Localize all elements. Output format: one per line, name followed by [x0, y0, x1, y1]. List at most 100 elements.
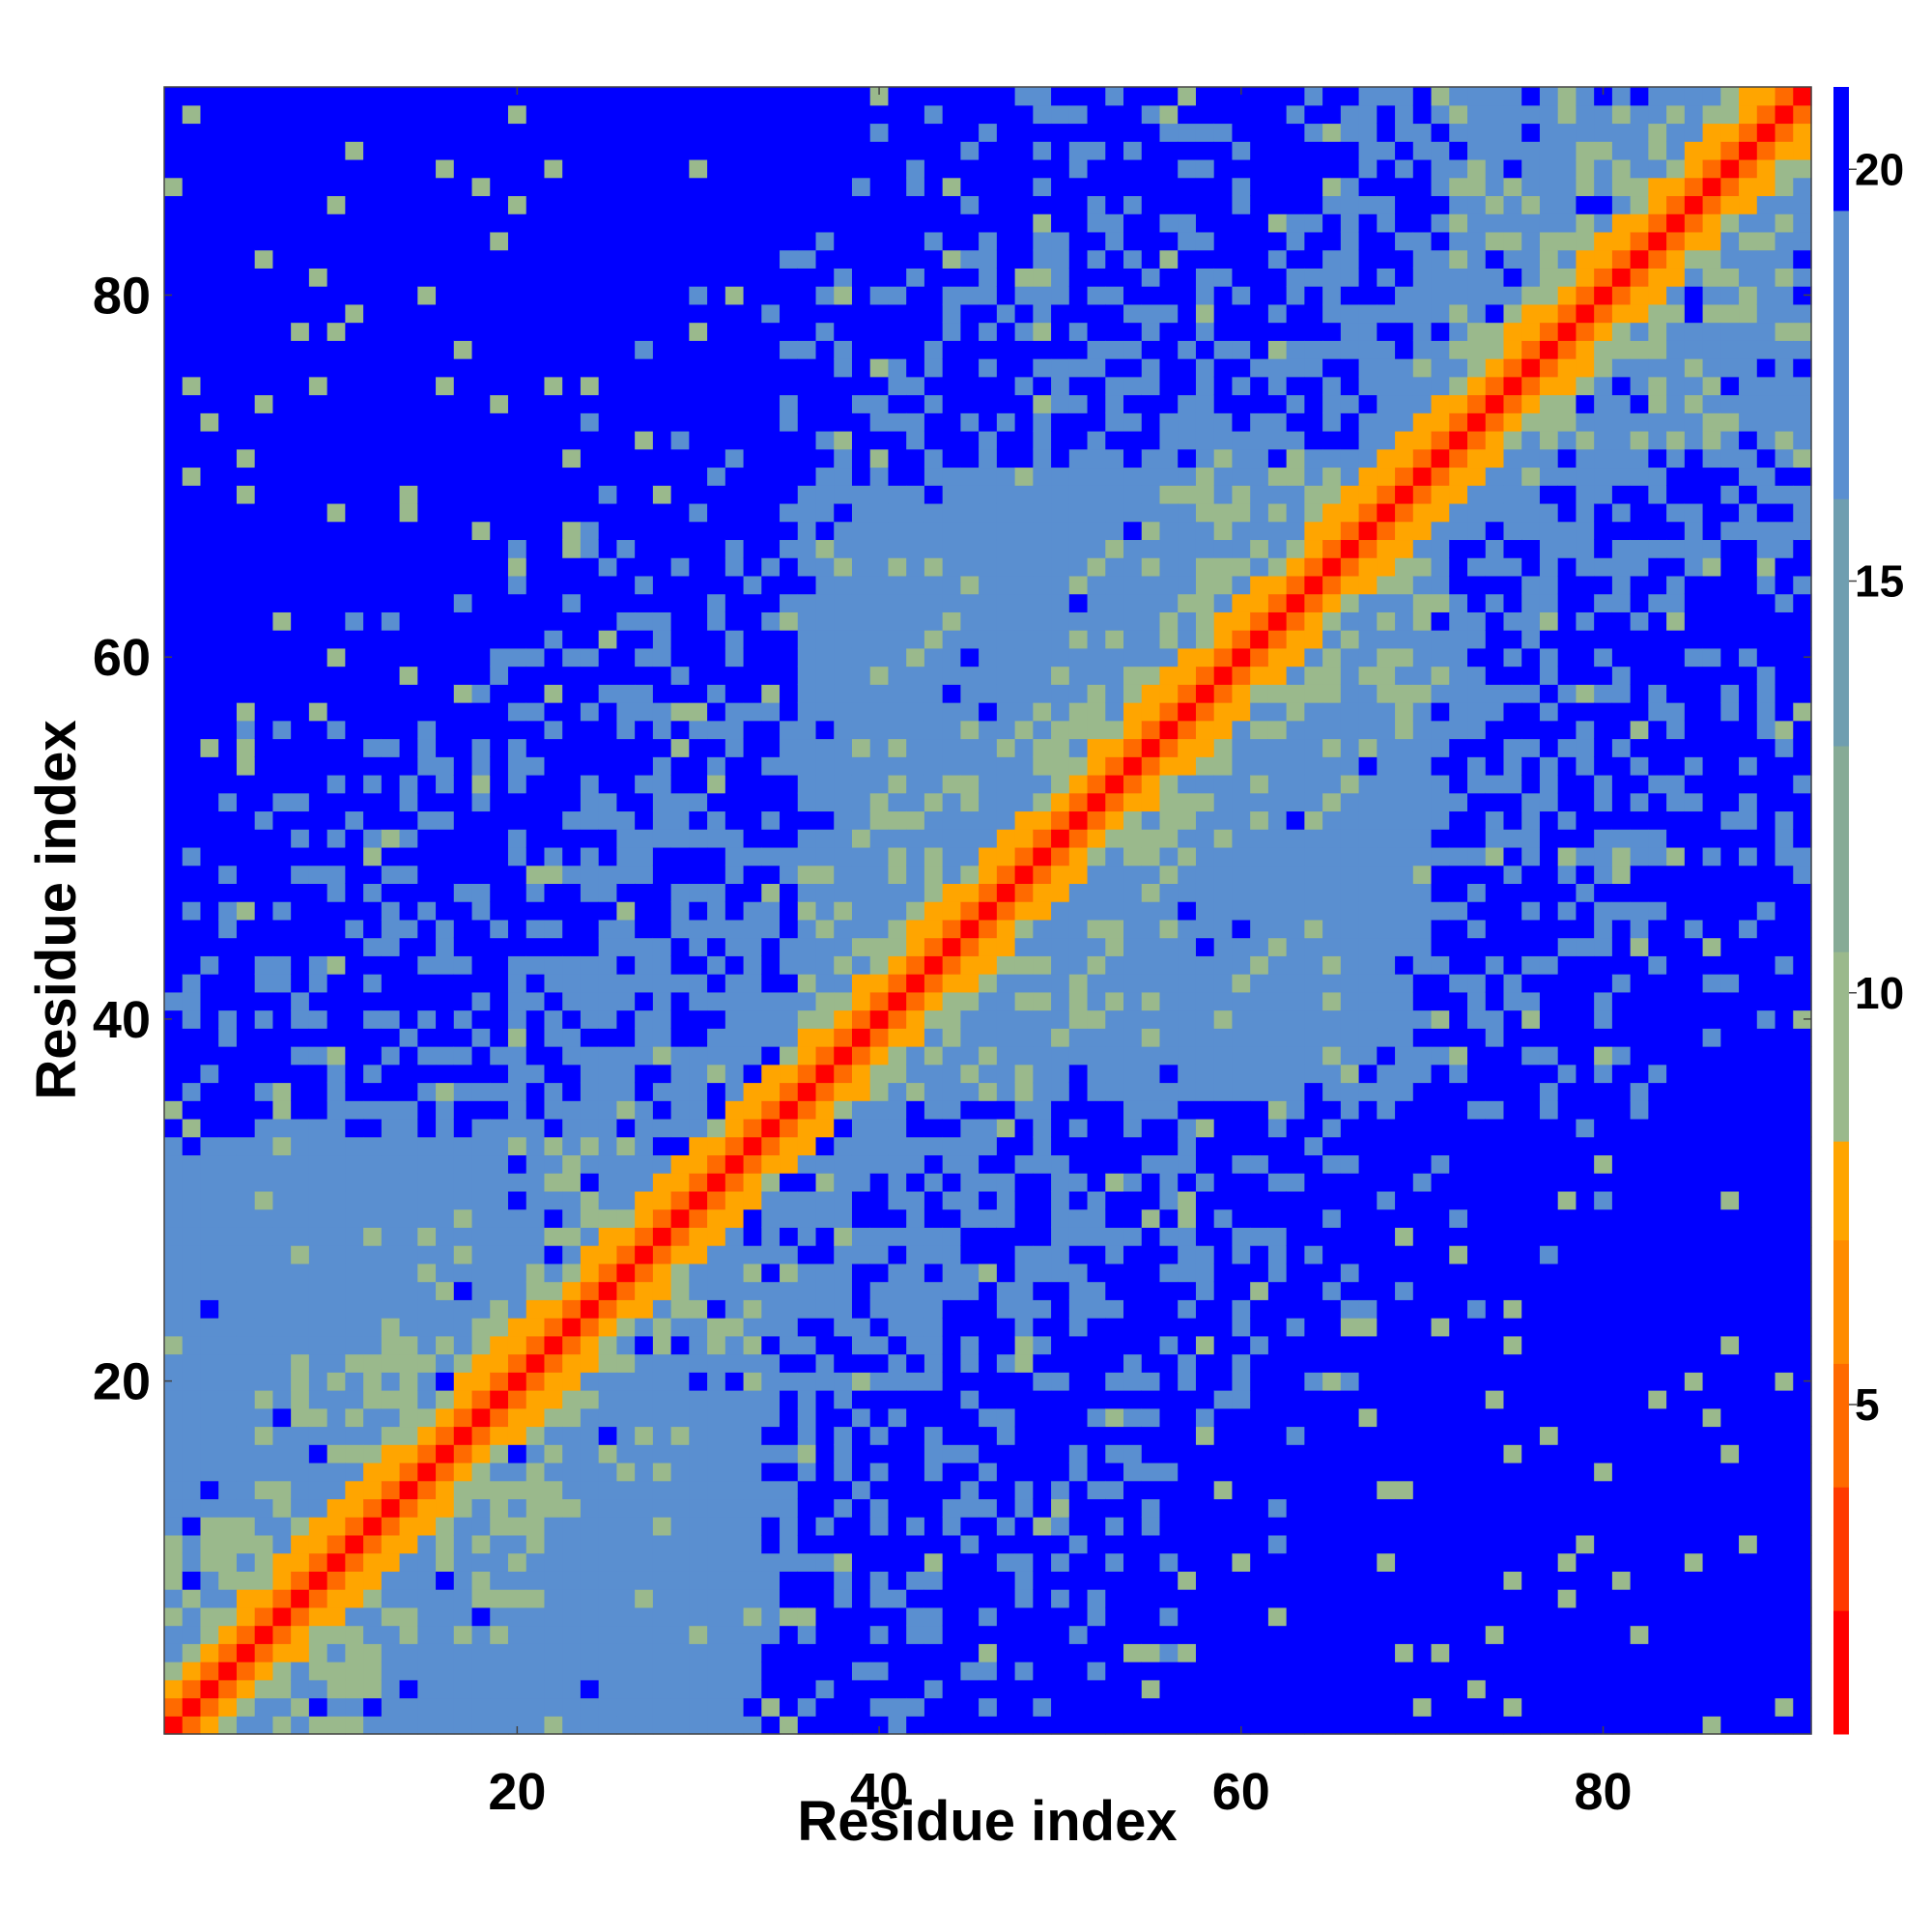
- heatmap-cell: [1141, 684, 1161, 703]
- heatmap-cell: [834, 647, 853, 668]
- heatmap-cell: [652, 1353, 672, 1373]
- heatmap-cell: [743, 829, 762, 848]
- heatmap-cell: [490, 937, 509, 956]
- heatmap-cell: [1087, 87, 1106, 106]
- heatmap-cell: [652, 919, 672, 939]
- heatmap-cell: [598, 1281, 618, 1300]
- heatmap-cell: [1123, 1444, 1143, 1463]
- heatmap-cell: [164, 104, 184, 125]
- heatmap-cell: [635, 123, 654, 142]
- heatmap-cell: [507, 1009, 527, 1029]
- heatmap-cell: [869, 1552, 890, 1572]
- heatmap-cell: [327, 829, 346, 848]
- heatmap-cell: [164, 1245, 184, 1264]
- heatmap-cell: [743, 1118, 762, 1138]
- heatmap-cell: [544, 1082, 563, 1101]
- heatmap-cell: [1051, 1028, 1070, 1047]
- heatmap-cell: [562, 1552, 582, 1572]
- heatmap-cell: [923, 810, 944, 830]
- heatmap-cell: [598, 647, 618, 668]
- heatmap-cell: [724, 1552, 745, 1572]
- heatmap-cell: [562, 702, 582, 722]
- heatmap-cell: [1105, 829, 1124, 848]
- heatmap-cell: [272, 286, 292, 305]
- heatmap-cell: [689, 756, 708, 776]
- heatmap-cell: [436, 177, 455, 197]
- heatmap-cell: [942, 810, 961, 830]
- heatmap-cell: [689, 1028, 708, 1047]
- heatmap-cell: [327, 1552, 346, 1572]
- heatmap-cell: [254, 1318, 274, 1337]
- heatmap-cell: [616, 195, 636, 214]
- heatmap-cell: [436, 575, 455, 595]
- heatmap-cell: [399, 123, 418, 142]
- heatmap-cell: [616, 1662, 636, 1681]
- heatmap-cell: [689, 774, 708, 794]
- heatmap-cell: [399, 1100, 418, 1120]
- heatmap-cell: [164, 666, 184, 685]
- heatmap-cell: [490, 213, 509, 233]
- heatmap-cell: [471, 376, 491, 396]
- heatmap-cell: [743, 1318, 762, 1337]
- heatmap-cell: [236, 774, 256, 794]
- heatmap-cell: [689, 684, 708, 703]
- heatmap-cell: [490, 1009, 509, 1029]
- heatmap-cell: [218, 792, 238, 812]
- heatmap-cell: [471, 1335, 491, 1355]
- heatmap-cell: [1014, 87, 1034, 106]
- heatmap-cell: [780, 1208, 799, 1228]
- heatmap-cell: [670, 810, 690, 830]
- heatmap-cell: [345, 647, 364, 668]
- heatmap-cell: [580, 1353, 600, 1373]
- heatmap-cell: [1033, 394, 1052, 413]
- heatmap-cell: [834, 1679, 853, 1699]
- heatmap-cell: [960, 919, 980, 939]
- heatmap-cell: [381, 467, 401, 486]
- heatmap-cell: [363, 557, 383, 577]
- heatmap-cell: [1014, 123, 1034, 142]
- heatmap-cell: [598, 557, 618, 577]
- heatmap-cell: [869, 1444, 890, 1463]
- heatmap-cell: [363, 611, 383, 631]
- heatmap-cell: [436, 611, 455, 631]
- heatmap-cell: [996, 1444, 1016, 1463]
- heatmap-cell: [471, 883, 491, 902]
- heatmap-cell: [453, 1480, 473, 1500]
- heatmap-cell: [200, 846, 219, 867]
- heatmap-cell: [923, 249, 944, 269]
- heatmap-cell: [308, 104, 328, 125]
- heatmap-cell: [834, 1390, 853, 1409]
- heatmap-cell: [1014, 1444, 1034, 1463]
- heatmap-cell: [780, 1407, 799, 1428]
- heatmap-cell: [1087, 1498, 1106, 1518]
- heatmap-cell: [869, 792, 890, 812]
- heatmap-cell: [327, 1407, 346, 1428]
- heatmap-cell: [453, 158, 473, 179]
- heatmap-cell: [598, 1082, 618, 1101]
- heatmap-cell: [761, 1154, 781, 1174]
- heatmap-cell: [1068, 557, 1089, 577]
- heatmap-cell: [869, 991, 890, 1011]
- heatmap-cell: [399, 1571, 418, 1590]
- heatmap-cell: [797, 1552, 817, 1572]
- heatmap-cell: [164, 1444, 184, 1463]
- heatmap-cell: [942, 1697, 961, 1717]
- heatmap-cell: [490, 647, 509, 668]
- heatmap-cell: [308, 1390, 328, 1409]
- heatmap-cell: [308, 647, 328, 668]
- heatmap-cell: [327, 394, 346, 413]
- heatmap-cell: [1051, 195, 1070, 214]
- heatmap-cell: [834, 1426, 853, 1445]
- heatmap-cell: [381, 87, 401, 106]
- heatmap-cell: [888, 1480, 907, 1500]
- heatmap-cell: [851, 412, 871, 432]
- heatmap-cell: [453, 1227, 473, 1246]
- heatmap-cell: [888, 104, 907, 125]
- heatmap-cell: [471, 1100, 491, 1120]
- heatmap-cell: [182, 249, 202, 269]
- heatmap-cell: [1033, 919, 1052, 939]
- heatmap-cell: [164, 358, 184, 378]
- heatmap-cell: [526, 412, 546, 432]
- heatmap-cell: [200, 467, 219, 486]
- heatmap-cell: [236, 87, 256, 106]
